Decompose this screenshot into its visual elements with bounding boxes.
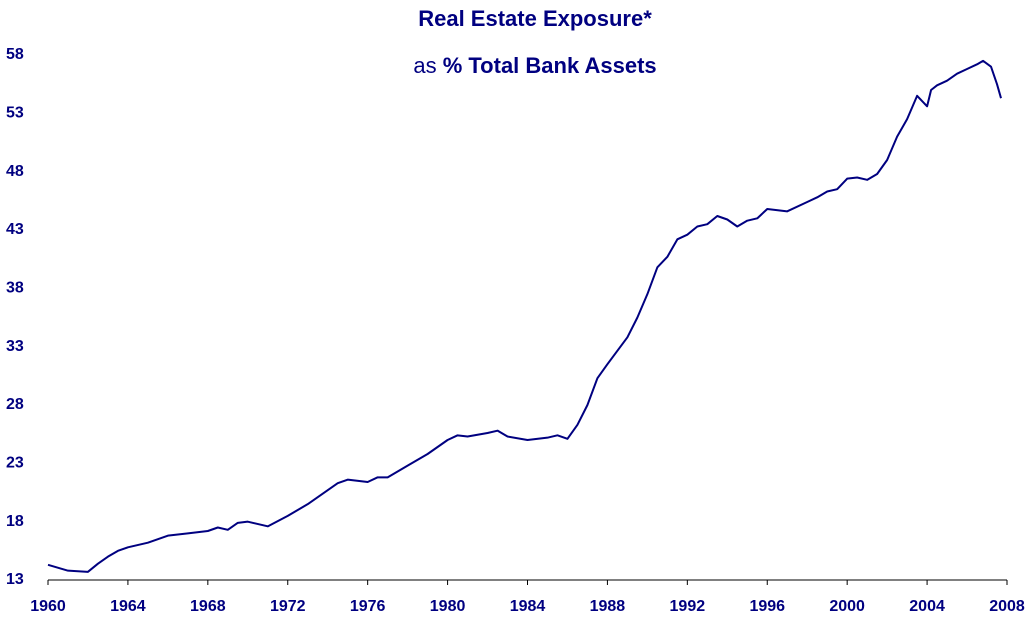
y-tick-label: 43 bbox=[6, 221, 24, 238]
y-tick-label: 13 bbox=[6, 571, 24, 588]
x-tick-label: 1992 bbox=[670, 598, 706, 615]
x-tick-label: 1960 bbox=[30, 598, 66, 615]
x-tick-label: 2000 bbox=[829, 598, 865, 615]
y-tick-label: 28 bbox=[6, 396, 24, 413]
y-tick-label: 58 bbox=[6, 46, 24, 63]
x-tick-label: 1972 bbox=[270, 598, 306, 615]
y-tick-label: 38 bbox=[6, 280, 24, 297]
x-tick-label: 1988 bbox=[590, 598, 626, 615]
x-tick-label: 2004 bbox=[909, 598, 945, 615]
x-tick-label: 1976 bbox=[350, 598, 386, 615]
x-tick-label: 2008 bbox=[989, 598, 1025, 615]
x-tick-label: 1968 bbox=[190, 598, 226, 615]
x-tick-label: 1984 bbox=[510, 598, 546, 615]
x-tick-label: 1980 bbox=[430, 598, 466, 615]
subtitle-part: as bbox=[413, 53, 436, 78]
y-tick-label: 48 bbox=[6, 163, 24, 180]
chart-subtitle: as % Total Bank Assets bbox=[413, 53, 656, 78]
y-tick-label: 53 bbox=[6, 105, 24, 122]
x-tick-label: 1996 bbox=[749, 598, 785, 615]
y-tick-label: 18 bbox=[6, 513, 24, 530]
chart-title: Real Estate Exposure* bbox=[418, 6, 652, 31]
subtitle-part: % Total Bank Assets bbox=[443, 53, 657, 78]
y-tick-label: 23 bbox=[6, 455, 24, 472]
y-tick-label: 33 bbox=[6, 338, 24, 355]
x-tick-label: 1964 bbox=[110, 598, 146, 615]
data-line bbox=[47, 59, 1002, 573]
